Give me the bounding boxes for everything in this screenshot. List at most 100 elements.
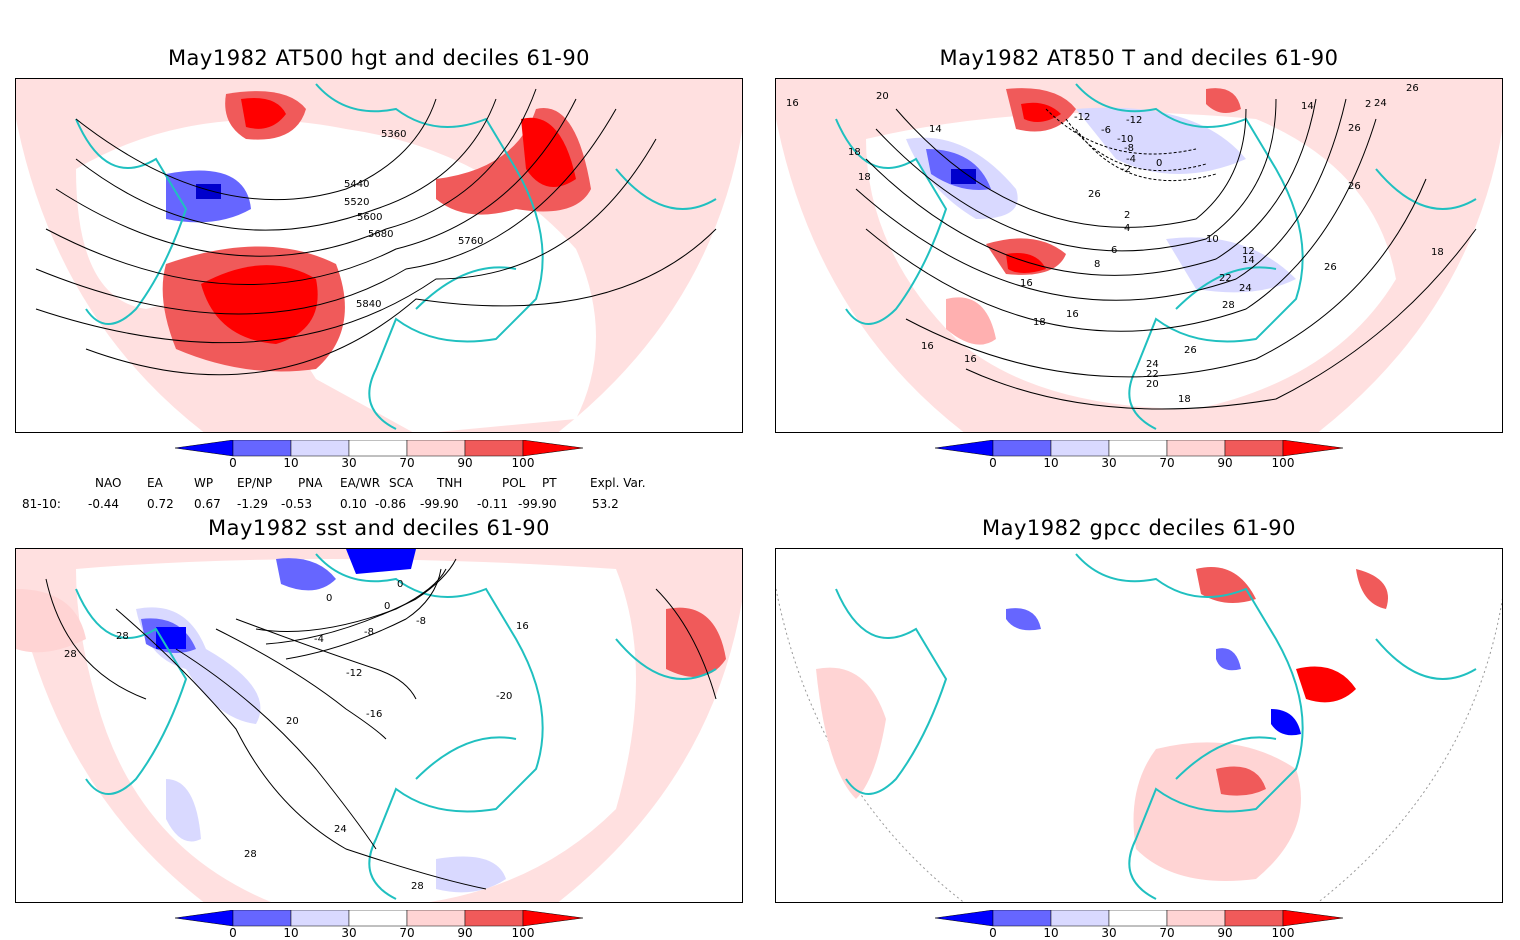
contour-label: 5760 — [458, 236, 483, 247]
sst-contour — [285, 568, 442, 660]
contour-label: 28 — [1222, 300, 1235, 311]
colorbar-label: 90 — [457, 926, 473, 940]
contour-label: 18 — [1178, 394, 1191, 405]
colorbar-swatch — [290, 910, 350, 927]
contour-label: 10 — [1206, 234, 1219, 245]
contour-label: 24 — [1374, 98, 1387, 109]
colorbar-label: 0 — [989, 926, 997, 940]
coastline — [835, 553, 1477, 900]
colorbar-swatch — [464, 910, 524, 927]
index-header: PNA — [298, 476, 323, 490]
map-sst-svg: 28 28 0 0 -4 -8 -12 -16 -20 20 16 24 28 … — [16, 549, 742, 902]
contour-label: -20 — [496, 691, 512, 702]
colorbar-label: 100 — [1271, 926, 1295, 940]
high-decile-area — [241, 98, 286, 129]
colorbar-swatch — [232, 910, 292, 927]
contour-label: -8 — [364, 627, 374, 638]
sst-contour — [45, 578, 147, 700]
low-decile-area — [951, 169, 976, 184]
contour-label: 4 — [1124, 223, 1130, 234]
colorbar-label: 100 — [511, 926, 535, 940]
contour-label: 28 — [116, 631, 129, 642]
low-decile-area — [346, 549, 416, 574]
low-decile-area — [1006, 608, 1041, 631]
colorbar-arrow-right — [1282, 910, 1344, 927]
contour-label: 18 — [848, 147, 861, 158]
contour-label: 22 — [1219, 273, 1232, 284]
contour-label: 0 — [1156, 158, 1162, 169]
contour-label: 0 — [397, 579, 403, 590]
index-header: EA/WR — [340, 476, 381, 490]
colorbar-arrow-left — [935, 440, 994, 457]
contour-label: 5680 — [368, 229, 393, 240]
index-header: WP — [194, 476, 214, 490]
colorbar-swatch — [406, 910, 466, 927]
colorbar-label: 30 — [1101, 926, 1117, 940]
contour-label: 20 — [1146, 379, 1159, 390]
temperature-contour — [1045, 108, 1217, 181]
index-header: Expl. Var. — [590, 476, 646, 490]
colorbar-label: 70 — [1159, 926, 1175, 940]
map-gpcc-svg — [776, 553, 1502, 902]
contour-label: -4 — [1126, 154, 1136, 165]
colorbar-swatch — [406, 440, 466, 457]
contour-label: 16 — [1020, 278, 1033, 289]
colorbar-label: 30 — [341, 926, 357, 940]
neutral-area — [76, 559, 636, 902]
colorbar-label: 0 — [989, 456, 997, 470]
contour-label: 2 — [1365, 99, 1371, 110]
contour-label: 28 — [411, 881, 424, 892]
colorbar-swatch — [348, 440, 408, 457]
temperature-contour — [865, 98, 1317, 276]
colorbar-arrow-left — [175, 910, 234, 927]
map-disc-outline — [776, 588, 1502, 902]
height-contour — [55, 88, 537, 257]
index-value: -0.86 — [375, 497, 407, 511]
sst-contour — [115, 608, 487, 890]
panel-title-4: May1982 gpcc deciles 61-90 — [982, 516, 1296, 540]
colorbar-swatch — [290, 440, 350, 457]
colorbar-label: 90 — [1217, 456, 1233, 470]
low-decile-area — [1076, 107, 1246, 174]
contour-label: 28 — [64, 649, 77, 660]
colorbar-label: 0 — [229, 926, 237, 940]
temperature-contour — [855, 98, 1347, 301]
index-value: -1.29 — [237, 497, 269, 511]
map-panel-sst: 28 28 0 0 -4 -8 -12 -16 -20 20 16 24 28 … — [15, 548, 743, 903]
colorbar-label: 70 — [399, 926, 415, 940]
contour-label: 5600 — [357, 212, 382, 223]
sst-contour — [175, 648, 377, 850]
contour-label: 2 — [1124, 210, 1130, 221]
index-value: 0.67 — [194, 497, 221, 511]
contour-label: 24 — [334, 824, 347, 835]
panel-title-3: May1982 sst and deciles 61-90 — [207, 516, 551, 540]
coastline — [75, 83, 717, 430]
contour-label: 26 — [1348, 181, 1361, 192]
high-decile-area — [1206, 88, 1241, 113]
height-contour — [85, 228, 717, 376]
temperature-contour — [895, 108, 1247, 228]
low-decile-area — [1166, 237, 1296, 293]
high-decile-area — [1296, 666, 1356, 703]
colorbar-swatch — [1224, 910, 1284, 927]
contour-label: 20 — [876, 91, 889, 102]
low-decile-area — [1216, 648, 1241, 671]
colorbar-label: 70 — [399, 456, 415, 470]
index-header: EP/NP — [237, 476, 273, 490]
index-row-label: 81-10: — [22, 497, 61, 511]
sst-contour — [235, 618, 417, 700]
index-value: 0.72 — [147, 497, 174, 511]
colorbar-arrow-right — [522, 910, 584, 927]
contour-label: -2 — [1121, 164, 1131, 175]
index-header: PT — [542, 476, 557, 490]
contour-label: -6 — [1101, 125, 1111, 136]
height-contour — [35, 138, 657, 344]
contour-label: -8 — [1124, 143, 1134, 154]
colorbar-swatch — [1108, 910, 1168, 927]
high-decile-area — [1021, 102, 1061, 123]
contour-label: 20 — [286, 716, 299, 727]
contour-label: -12 — [1126, 115, 1142, 126]
index-header: NAO — [95, 476, 122, 490]
high-decile-area — [816, 667, 886, 799]
high-decile-area — [521, 117, 576, 187]
